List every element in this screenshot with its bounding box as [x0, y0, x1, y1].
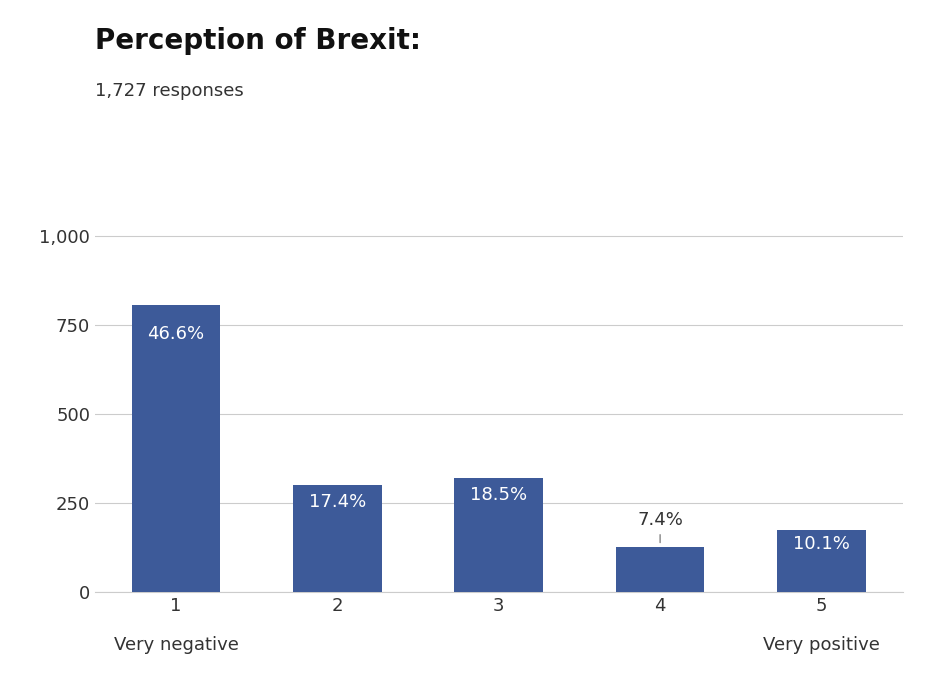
Text: 10.1%: 10.1% [793, 535, 850, 552]
Text: Very positive: Very positive [763, 636, 880, 654]
Bar [454, 479, 543, 592]
Text: Very negative: Very negative [114, 636, 238, 654]
Bar [293, 486, 382, 592]
Bar [132, 305, 220, 592]
Text: 18.5%: 18.5% [470, 486, 527, 505]
Text: 7.4%: 7.4% [637, 511, 683, 543]
Bar [777, 530, 865, 592]
Text: 1,727 responses: 1,727 responses [95, 82, 244, 99]
Text: 46.6%: 46.6% [147, 326, 204, 343]
Text: Perception of Brexit:: Perception of Brexit: [95, 27, 421, 55]
Text: 17.4%: 17.4% [309, 493, 366, 511]
Bar [616, 547, 705, 592]
